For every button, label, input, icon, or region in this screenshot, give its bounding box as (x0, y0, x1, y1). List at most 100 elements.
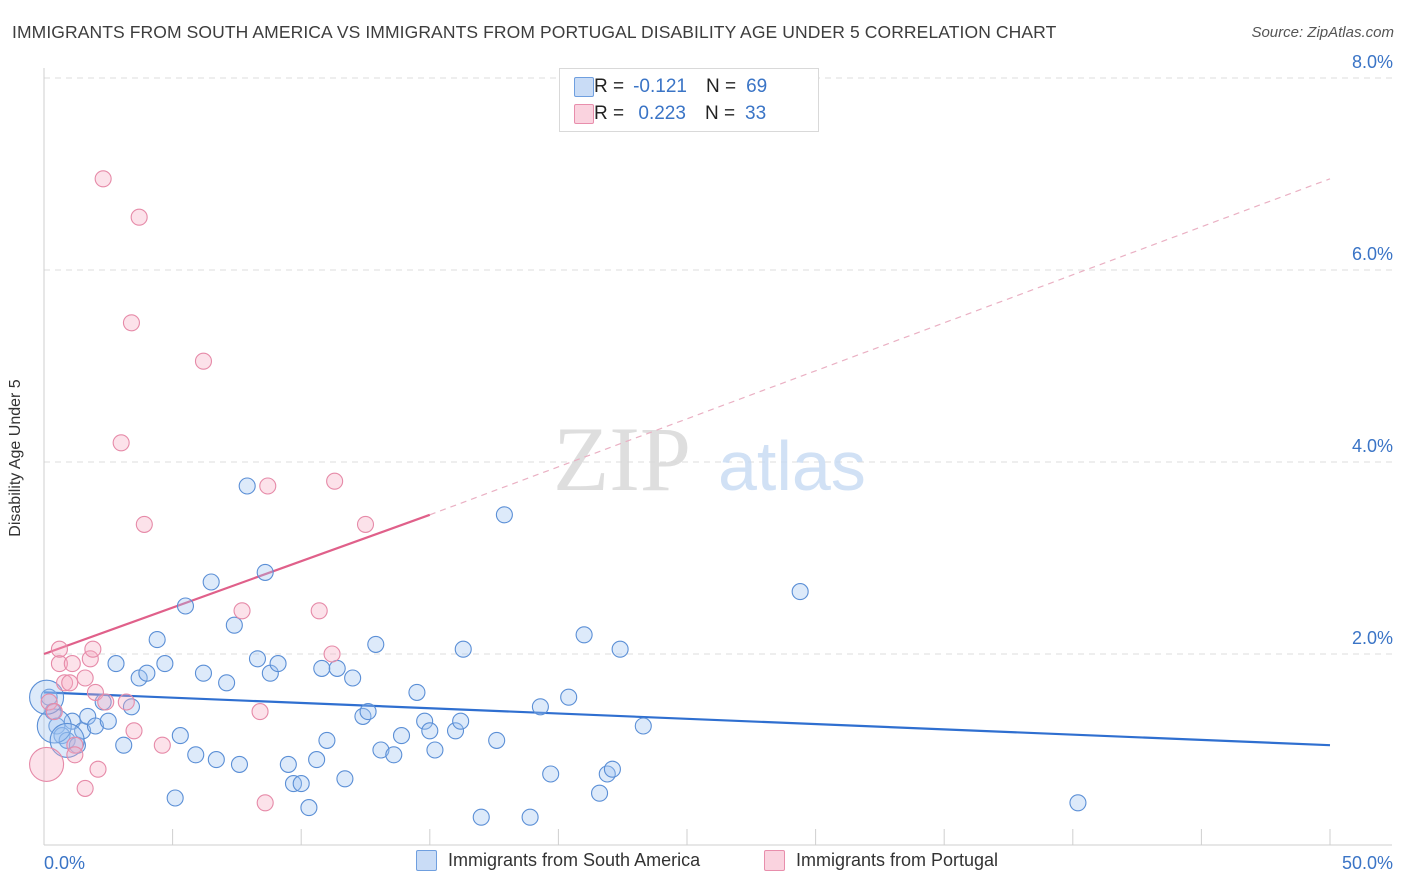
portugal-point (112, 434, 130, 452)
south-america-point (292, 775, 310, 793)
legend-n-label: N = (704, 103, 736, 124)
south-america-point (454, 640, 472, 658)
y-tick-label: 4.0% (1352, 436, 1393, 456)
south-america-point (495, 506, 513, 524)
south-america-point (194, 664, 213, 682)
portugal-point (76, 779, 94, 797)
x-tick-label: 50.0% (1342, 853, 1393, 873)
south-america-point (367, 635, 385, 653)
y-tick-label: 2.0% (1352, 628, 1393, 648)
legend-r-value: 0.223 (633, 103, 686, 124)
portugal-point (233, 602, 251, 620)
south-america-point (122, 698, 140, 716)
south-america-point (446, 722, 465, 740)
south-america-point (359, 703, 377, 721)
south-america-point (238, 477, 256, 495)
south-america-point (591, 784, 609, 802)
south-america-point (392, 727, 411, 745)
watermark: ZIP atlas (553, 408, 866, 510)
south-america-point (426, 741, 444, 759)
portugal-point (194, 352, 213, 370)
south-america-point (421, 722, 439, 740)
south-america-point (218, 674, 236, 692)
south-america-point (488, 731, 506, 749)
correlation-legend: R = -0.121 N = 69 R = 0.223 N = 33 (559, 68, 819, 132)
portugal-point (50, 640, 68, 658)
portugal-trend-line (43, 513, 431, 656)
y-tick-label: 6.0% (1352, 244, 1393, 264)
south-america-point (300, 799, 318, 817)
south-america-point (354, 707, 372, 725)
portugal-point-large (29, 746, 65, 782)
portugal-point (61, 674, 79, 692)
south-america-point (187, 746, 205, 764)
data-points (29, 170, 1087, 826)
south-america-point (166, 789, 184, 807)
south-america-point (308, 751, 326, 769)
south-america-point (156, 655, 174, 673)
legend-row-south-america: R = -0.121 N = 69 (574, 74, 767, 100)
axes (43, 68, 1392, 846)
south-america-point (611, 640, 629, 658)
south-america-point (171, 727, 189, 745)
portugal-point (63, 655, 81, 673)
south-america-point (634, 717, 652, 735)
south-america-point (256, 563, 274, 581)
grid-lines (44, 77, 1392, 655)
south-america-point (53, 727, 71, 745)
south-america-point (598, 765, 616, 783)
chart-title: IMMIGRANTS FROM SOUTH AMERICA VS IMMIGRA… (12, 22, 1057, 42)
legend-item-portugal: Immigrants from Portugal (764, 850, 998, 871)
south-america-point (107, 655, 125, 673)
legend-r-value: -0.121 (633, 76, 687, 97)
legend-n-value: 33 (745, 103, 767, 124)
legend-row-portugal: R = 0.223 N = 33 (574, 101, 767, 127)
south-america-point (230, 755, 249, 773)
south-america-point (385, 746, 403, 764)
south-america-point (416, 712, 434, 730)
legend-item-south-america: Immigrants from South America (416, 850, 700, 871)
portugal-point (130, 208, 148, 226)
portugal-point (40, 693, 58, 711)
south-america-point (202, 573, 220, 591)
south-america-point (138, 664, 156, 682)
south-america-point (408, 683, 426, 701)
portugal-point (135, 515, 153, 533)
portugal-point (356, 515, 375, 533)
portugal-point (66, 736, 84, 754)
south-america-point (86, 717, 104, 735)
south-america-point (176, 597, 195, 615)
portugal-point (89, 760, 107, 778)
portugal-point (50, 655, 68, 673)
south-america-point (207, 751, 225, 769)
south-america-point (336, 770, 354, 788)
south-america-point (531, 698, 549, 716)
south-america-point (603, 760, 621, 778)
south-america-point (99, 712, 117, 730)
south-america-point (560, 688, 578, 706)
south-america-point (521, 808, 539, 826)
watermark-zip: ZIP (553, 408, 691, 510)
portugal-point (84, 640, 102, 658)
south-america-point (318, 731, 336, 749)
south-america-point (328, 659, 346, 677)
south-america-point-large (36, 708, 72, 744)
watermark-atlas: atlas (718, 427, 866, 505)
south-america-point (225, 616, 243, 634)
south-america-point (372, 741, 390, 759)
portugal-point (117, 693, 135, 711)
legend-r-label: R = (594, 76, 625, 97)
south-america-point (542, 765, 560, 783)
trend-lines (43, 178, 1331, 747)
south-america-point (115, 736, 133, 754)
portugal-point (56, 674, 74, 692)
south-america-point (48, 717, 66, 735)
south-america-point (472, 808, 490, 826)
portugal-point (256, 794, 274, 812)
portugal-point (66, 746, 84, 764)
portugal-point (45, 703, 63, 721)
portugal-point (326, 472, 344, 490)
south-america-point (279, 755, 297, 773)
south-america-point (452, 712, 470, 730)
